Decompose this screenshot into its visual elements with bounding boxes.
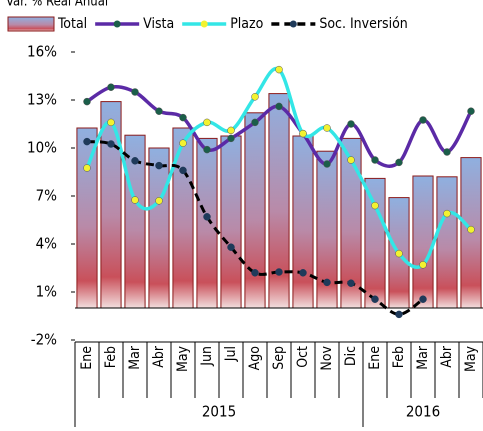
series-marker: [371, 201, 379, 210]
year-label: 2015: [202, 403, 236, 421]
series-marker: [395, 310, 403, 319]
y-tick-label: 7%: [36, 187, 58, 205]
legend-label: Total: [57, 16, 87, 32]
series-marker: [179, 113, 187, 122]
x-tick-label: Abr: [439, 345, 455, 368]
legend-marker: [113, 20, 121, 28]
series-marker: [107, 140, 115, 148]
x-tick-label: Ene: [367, 346, 383, 370]
legend-swatch: [7, 16, 55, 32]
series-marker: [251, 269, 259, 277]
series-marker: [443, 209, 451, 218]
series-marker: [155, 107, 163, 115]
y-tick-label: 4%: [36, 235, 58, 253]
x-tick-label: Feb: [103, 346, 119, 368]
bar: [220, 135, 242, 309]
series-marker: [107, 118, 115, 127]
series-marker: [131, 196, 139, 204]
x-tick-label: Abr: [151, 345, 167, 368]
series-marker: [203, 145, 211, 154]
series-marker: [419, 116, 427, 124]
legend-label: Vista: [143, 16, 174, 32]
bar: [364, 177, 386, 309]
series-marker: [203, 213, 211, 221]
series-marker: [251, 118, 259, 127]
x-tick-label: Ene: [79, 346, 95, 370]
series-marker: [347, 279, 355, 287]
series-marker: [299, 129, 307, 138]
bar: [76, 127, 98, 309]
series-marker: [131, 157, 139, 165]
legend-label: Plazo: [230, 16, 263, 32]
bar: [196, 137, 218, 309]
series-marker: [227, 134, 235, 143]
x-tick-label: Dic: [343, 346, 359, 366]
x-tick-label: May: [175, 345, 191, 372]
bar: [244, 112, 266, 309]
x-tick-label: Mar: [415, 345, 431, 370]
series-marker: [83, 97, 91, 106]
y-tick-label: -2%: [31, 331, 57, 349]
series-marker: [419, 261, 427, 269]
y-tick-label: 16%: [27, 43, 57, 61]
x-tick-label: Feb: [391, 346, 407, 368]
series-marker: [275, 102, 283, 111]
y-tick-label: 1%: [36, 283, 58, 301]
x-tick-label: Jul: [223, 346, 239, 362]
series-marker: [275, 268, 283, 276]
series-marker: [467, 225, 475, 234]
series-marker: [347, 156, 355, 164]
series-marker: [299, 269, 307, 277]
series-marker: [155, 197, 163, 205]
legend-marker: [289, 20, 297, 28]
series-marker: [155, 161, 163, 170]
series-marker: [107, 83, 115, 91]
legend-marker: [200, 20, 208, 28]
y-tick-label: 13%: [27, 91, 57, 109]
x-tick-label: Ago: [247, 346, 263, 371]
series-marker: [443, 148, 451, 156]
series-marker: [179, 139, 187, 147]
series-marker: [323, 278, 331, 287]
series-marker: [395, 158, 403, 167]
series-marker: [227, 126, 235, 135]
x-tick-label: Jun: [199, 346, 215, 367]
y-tick-label: 10%: [27, 139, 57, 157]
series-marker: [251, 93, 259, 101]
series-marker: [275, 65, 283, 74]
x-tick-label: May: [463, 345, 479, 372]
series-marker: [83, 164, 91, 172]
series-marker: [323, 160, 331, 168]
series-marker: [371, 295, 379, 303]
series-marker: [347, 120, 355, 128]
x-tick-label: Sep: [271, 346, 287, 370]
bar: [412, 175, 434, 309]
series-marker: [203, 118, 211, 127]
series-marker: [371, 156, 379, 164]
series-marker: [227, 243, 235, 251]
bar: [436, 176, 458, 309]
series-marker: [179, 166, 187, 175]
bar: [268, 93, 290, 309]
legend-label: Soc. Inversión: [319, 16, 407, 32]
series-marker: [131, 88, 139, 96]
x-tick-label: Mar: [127, 345, 143, 370]
bar: [148, 147, 170, 309]
series-marker: [83, 137, 91, 146]
series-marker: [395, 249, 403, 258]
series-marker: [467, 107, 475, 115]
chart-title: Var. % Real Anual: [6, 0, 108, 10]
bar: [292, 135, 314, 309]
series-marker: [323, 124, 331, 132]
year-label: 2016: [406, 403, 440, 421]
x-tick-label: Oct: [295, 346, 311, 368]
series-marker: [419, 295, 427, 303]
x-tick-label: Nov: [319, 345, 335, 370]
